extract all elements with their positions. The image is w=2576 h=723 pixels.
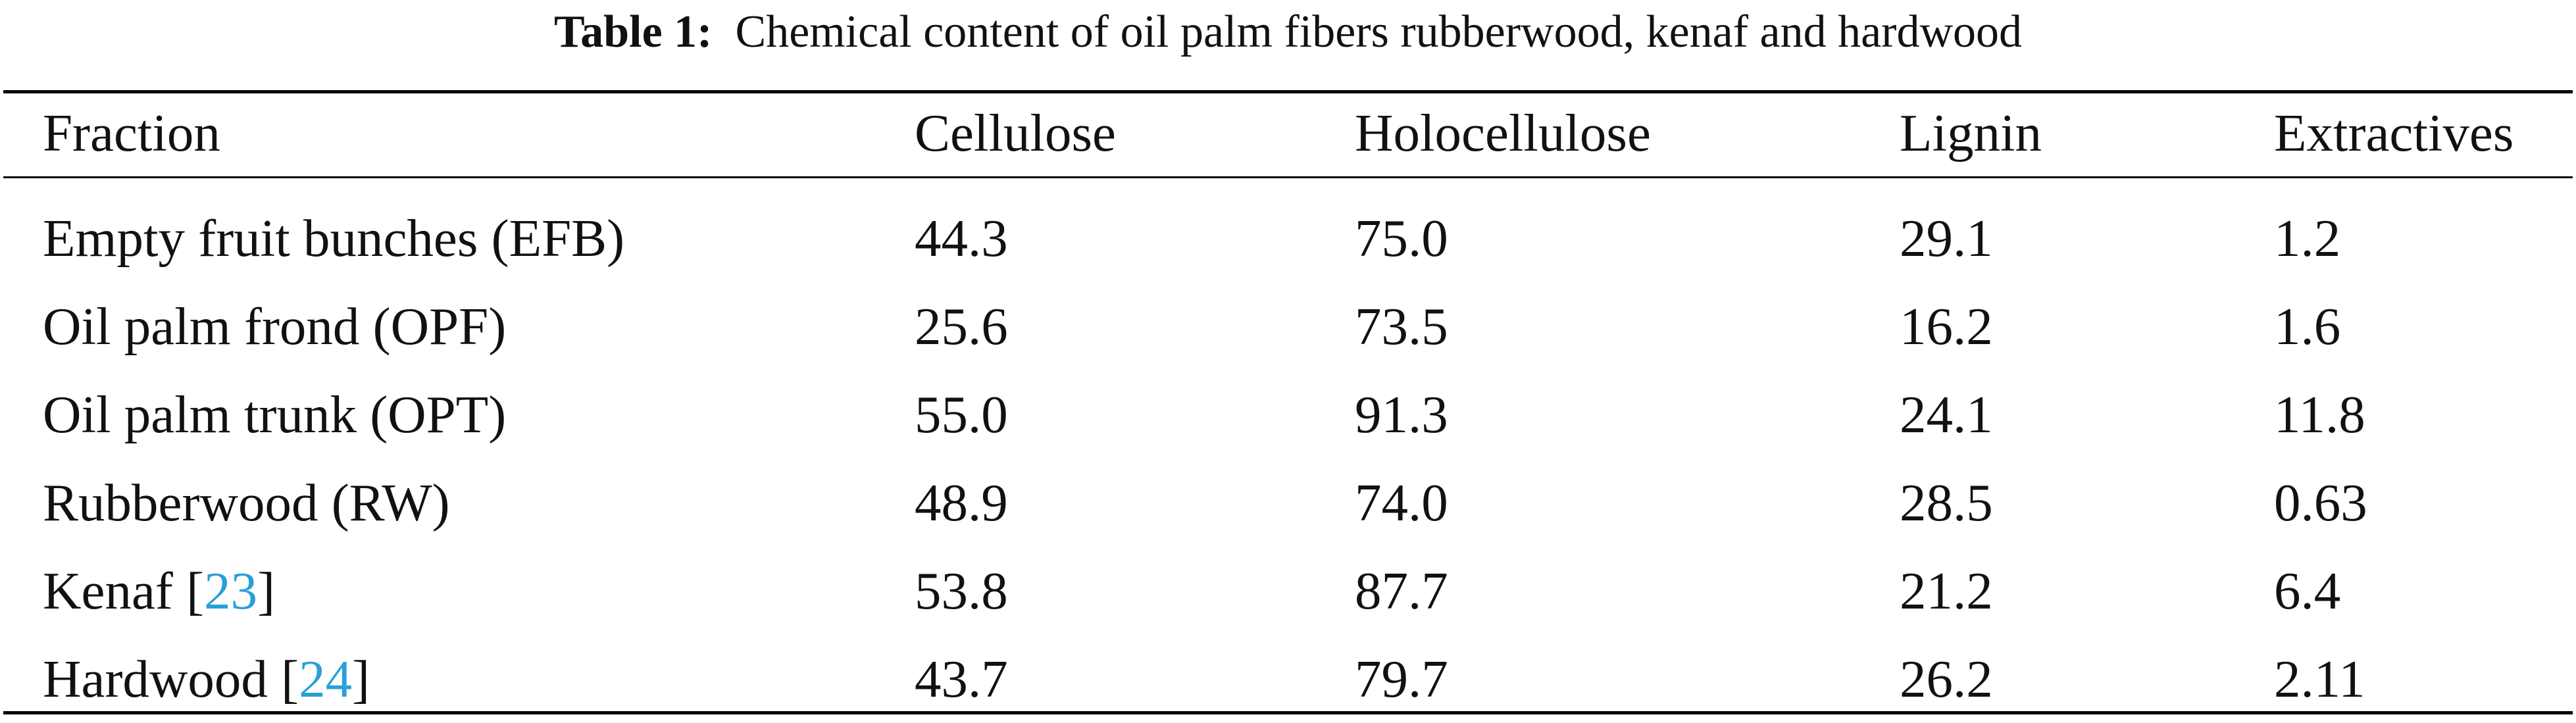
cell-cellulose: 48.9	[915, 473, 1008, 532]
cell-lignin: 24.1	[1900, 385, 1993, 444]
table-caption: Table 1: Chemical content of oil palm fi…	[0, 3, 2576, 62]
cell-cellulose: 53.8	[915, 561, 1008, 620]
table-bottom-rule	[3, 711, 2573, 714]
cell-extractives: 2.11	[2274, 649, 2365, 709]
cell-lignin: 26.2	[1900, 649, 1993, 709]
header-extractives: Extractives	[2274, 103, 2514, 162]
cell-holocellulose: 91.3	[1355, 385, 1448, 444]
cell-extractives: 1.6	[2274, 297, 2341, 356]
cell-extractives: 1.2	[2274, 209, 2341, 268]
fraction-label: Kenaf	[43, 561, 173, 620]
cell-fraction: Empty fruit bunches (EFB)	[43, 209, 625, 268]
table-caption-label: Table 1:	[553, 7, 713, 57]
cell-lignin: 29.1	[1900, 209, 1993, 268]
cell-extractives: 0.63	[2274, 473, 2367, 532]
cell-fraction: Oil palm frond (OPF)	[43, 297, 507, 356]
cell-fraction: Oil palm trunk (OPT)	[43, 385, 507, 444]
table-top-rule	[3, 90, 2573, 93]
fraction-label: Hardwood	[43, 649, 268, 709]
table-row: Kenaf [23] 53.8 87.7 21.2 6.4	[0, 547, 2576, 635]
table-row: Oil palm frond (OPF) 25.6 73.5 16.2 1.6	[0, 282, 2576, 370]
cell-fraction: Hardwood [24]	[43, 649, 370, 709]
cell-lignin: 28.5	[1900, 473, 1993, 532]
cell-cellulose: 43.7	[915, 649, 1008, 709]
cell-holocellulose: 74.0	[1355, 473, 1448, 532]
cell-fraction: Rubberwood (RW)	[43, 473, 450, 532]
cell-cellulose: 44.3	[915, 209, 1008, 268]
citation-link[interactable]: 23	[204, 561, 258, 620]
cell-extractives: 6.4	[2274, 561, 2341, 620]
cell-cellulose: 25.6	[915, 297, 1008, 356]
cell-holocellulose: 73.5	[1355, 297, 1448, 356]
cell-holocellulose: 87.7	[1355, 561, 1448, 620]
cell-fraction: Kenaf [23]	[43, 561, 276, 620]
table-header-rule	[3, 176, 2573, 178]
header-holocellulose: Holocellulose	[1355, 103, 1651, 162]
citation-link[interactable]: 24	[299, 649, 353, 709]
cell-holocellulose: 79.7	[1355, 649, 1448, 709]
cell-cellulose: 55.0	[915, 385, 1008, 444]
cell-extractives: 11.8	[2274, 385, 2365, 444]
table-row: Rubberwood (RW) 48.9 74.0 28.5 0.63	[0, 459, 2576, 547]
table-header-row: Fraction Cellulose Holocellulose Lignin …	[0, 89, 2576, 177]
table-row: Oil palm trunk (OPT) 55.0 91.3 24.1 11.8	[0, 370, 2576, 459]
cell-lignin: 16.2	[1900, 297, 1993, 356]
table-row: Hardwood [24] 43.7 79.7 26.2 2.11	[0, 635, 2576, 723]
cell-lignin: 21.2	[1900, 561, 1993, 620]
header-fraction: Fraction	[43, 103, 220, 162]
header-cellulose: Cellulose	[915, 103, 1116, 162]
table-row: Empty fruit bunches (EFB) 44.3 75.0 29.1…	[0, 194, 2576, 282]
header-lignin: Lignin	[1900, 103, 2042, 162]
table-caption-text: Chemical content of oil palm fibers rubb…	[735, 7, 2023, 57]
cell-holocellulose: 75.0	[1355, 209, 1448, 268]
